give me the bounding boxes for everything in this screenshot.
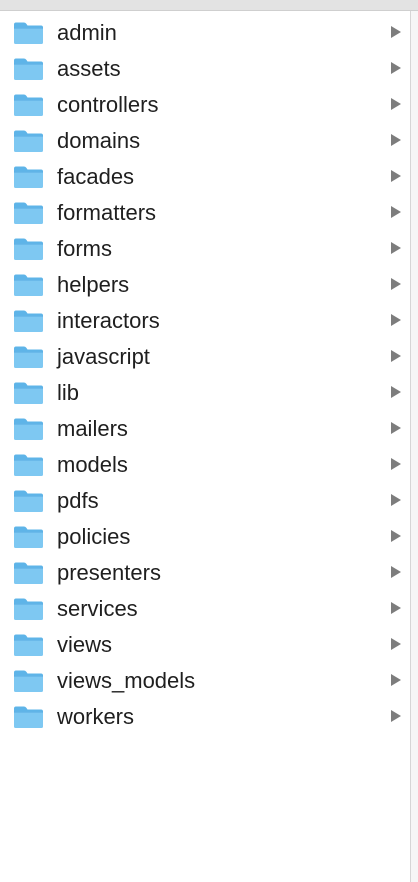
folder-row-lib[interactable]: lib (0, 375, 410, 411)
chevron-right-icon[interactable] (391, 494, 401, 506)
folder-icon (13, 273, 44, 297)
folder-row-facades[interactable]: facades (0, 159, 410, 195)
folder-row-javascript[interactable]: javascript (0, 339, 410, 375)
folder-row-views-models[interactable]: views_models (0, 663, 410, 699)
folder-name: workers (57, 704, 135, 729)
folder-row-models[interactable]: models (0, 447, 410, 483)
folder-icon (13, 21, 44, 45)
folder-icon (13, 633, 44, 657)
chevron-right-icon[interactable] (391, 350, 401, 362)
folder-icon (13, 165, 44, 189)
chevron-right-icon[interactable] (391, 386, 401, 398)
folder-row-interactors[interactable]: interactors (0, 303, 410, 339)
folder-name: views_models (57, 668, 196, 693)
folder-row-domains[interactable]: domains (0, 123, 410, 159)
folder-name: lib (57, 380, 80, 405)
chevron-right-icon[interactable] (391, 98, 401, 110)
folder-row-mailers[interactable]: mailers (0, 411, 410, 447)
folder-icon (13, 345, 44, 369)
chevron-right-icon[interactable] (391, 170, 401, 182)
folder-name: forms (57, 236, 112, 261)
folder-icon (13, 705, 44, 729)
folder-name: presenters (57, 560, 161, 585)
folder-name: mailers (57, 416, 128, 441)
folder-name: views (57, 632, 113, 657)
folder-icon (13, 57, 44, 81)
folder-icon (13, 597, 44, 621)
folder-name: policies (57, 524, 131, 549)
folder-name: interactors (57, 308, 160, 333)
chevron-right-icon[interactable] (391, 26, 401, 38)
chevron-right-icon[interactable] (391, 458, 401, 470)
window-top-bar (0, 0, 418, 11)
folder-icon (13, 201, 44, 225)
folder-icon (13, 669, 44, 693)
chevron-right-icon[interactable] (391, 710, 401, 722)
folder-row-admin[interactable]: admin (0, 15, 410, 51)
chevron-right-icon[interactable] (391, 602, 401, 614)
chevron-right-icon[interactable] (391, 530, 401, 542)
folder-row-presenters[interactable]: presenters (0, 555, 410, 591)
folder-name: models (57, 452, 128, 477)
chevron-right-icon[interactable] (391, 566, 401, 578)
chevron-right-icon[interactable] (391, 206, 401, 218)
folder-row-assets[interactable]: assets (0, 51, 410, 87)
folder-icon (13, 489, 44, 513)
chevron-right-icon[interactable] (391, 278, 401, 290)
folder-icon (13, 237, 44, 261)
folder-icon (13, 561, 44, 585)
folder-icon (13, 417, 44, 441)
folder-name: domains (57, 128, 141, 153)
chevron-right-icon[interactable] (391, 62, 401, 74)
folder-row-controllers[interactable]: controllers (0, 87, 410, 123)
next-column-edge (411, 11, 418, 882)
folder-icon (13, 525, 44, 549)
column-divider[interactable] (410, 11, 411, 882)
folder-row-views[interactable]: views (0, 627, 410, 663)
folder-row-services[interactable]: services (0, 591, 410, 627)
folder-icon (13, 309, 44, 333)
folder-name: facades (57, 164, 135, 189)
folder-name: pdfs (57, 488, 99, 513)
folder-row-formatters[interactable]: formatters (0, 195, 410, 231)
folder-name: admin (57, 20, 117, 45)
chevron-right-icon[interactable] (391, 242, 401, 254)
chevron-right-icon[interactable] (391, 422, 401, 434)
folder-icon (13, 93, 44, 117)
folder-list: admin assets controllers domains facades form… (0, 15, 410, 735)
chevron-right-icon[interactable] (391, 674, 401, 686)
folder-name: services (57, 596, 138, 621)
chevron-right-icon[interactable] (391, 638, 401, 650)
folder-row-pdfs[interactable]: pdfs (0, 483, 410, 519)
chevron-right-icon[interactable] (391, 314, 401, 326)
folder-row-forms[interactable]: forms (0, 231, 410, 267)
folder-name: javascript (57, 344, 150, 369)
folder-row-helpers[interactable]: helpers (0, 267, 410, 303)
finder-column[interactable]: admin assets controllers domains facades form… (0, 11, 410, 882)
folder-name: formatters (57, 200, 157, 225)
folder-name: assets (57, 56, 121, 81)
folder-icon (13, 381, 44, 405)
folder-row-policies[interactable]: policies (0, 519, 410, 555)
folder-icon (13, 129, 44, 153)
folder-row-workers[interactable]: workers (0, 699, 410, 735)
folder-icon (13, 453, 44, 477)
folder-name: controllers (57, 92, 159, 117)
chevron-right-icon[interactable] (391, 134, 401, 146)
folder-name: helpers (57, 272, 130, 297)
